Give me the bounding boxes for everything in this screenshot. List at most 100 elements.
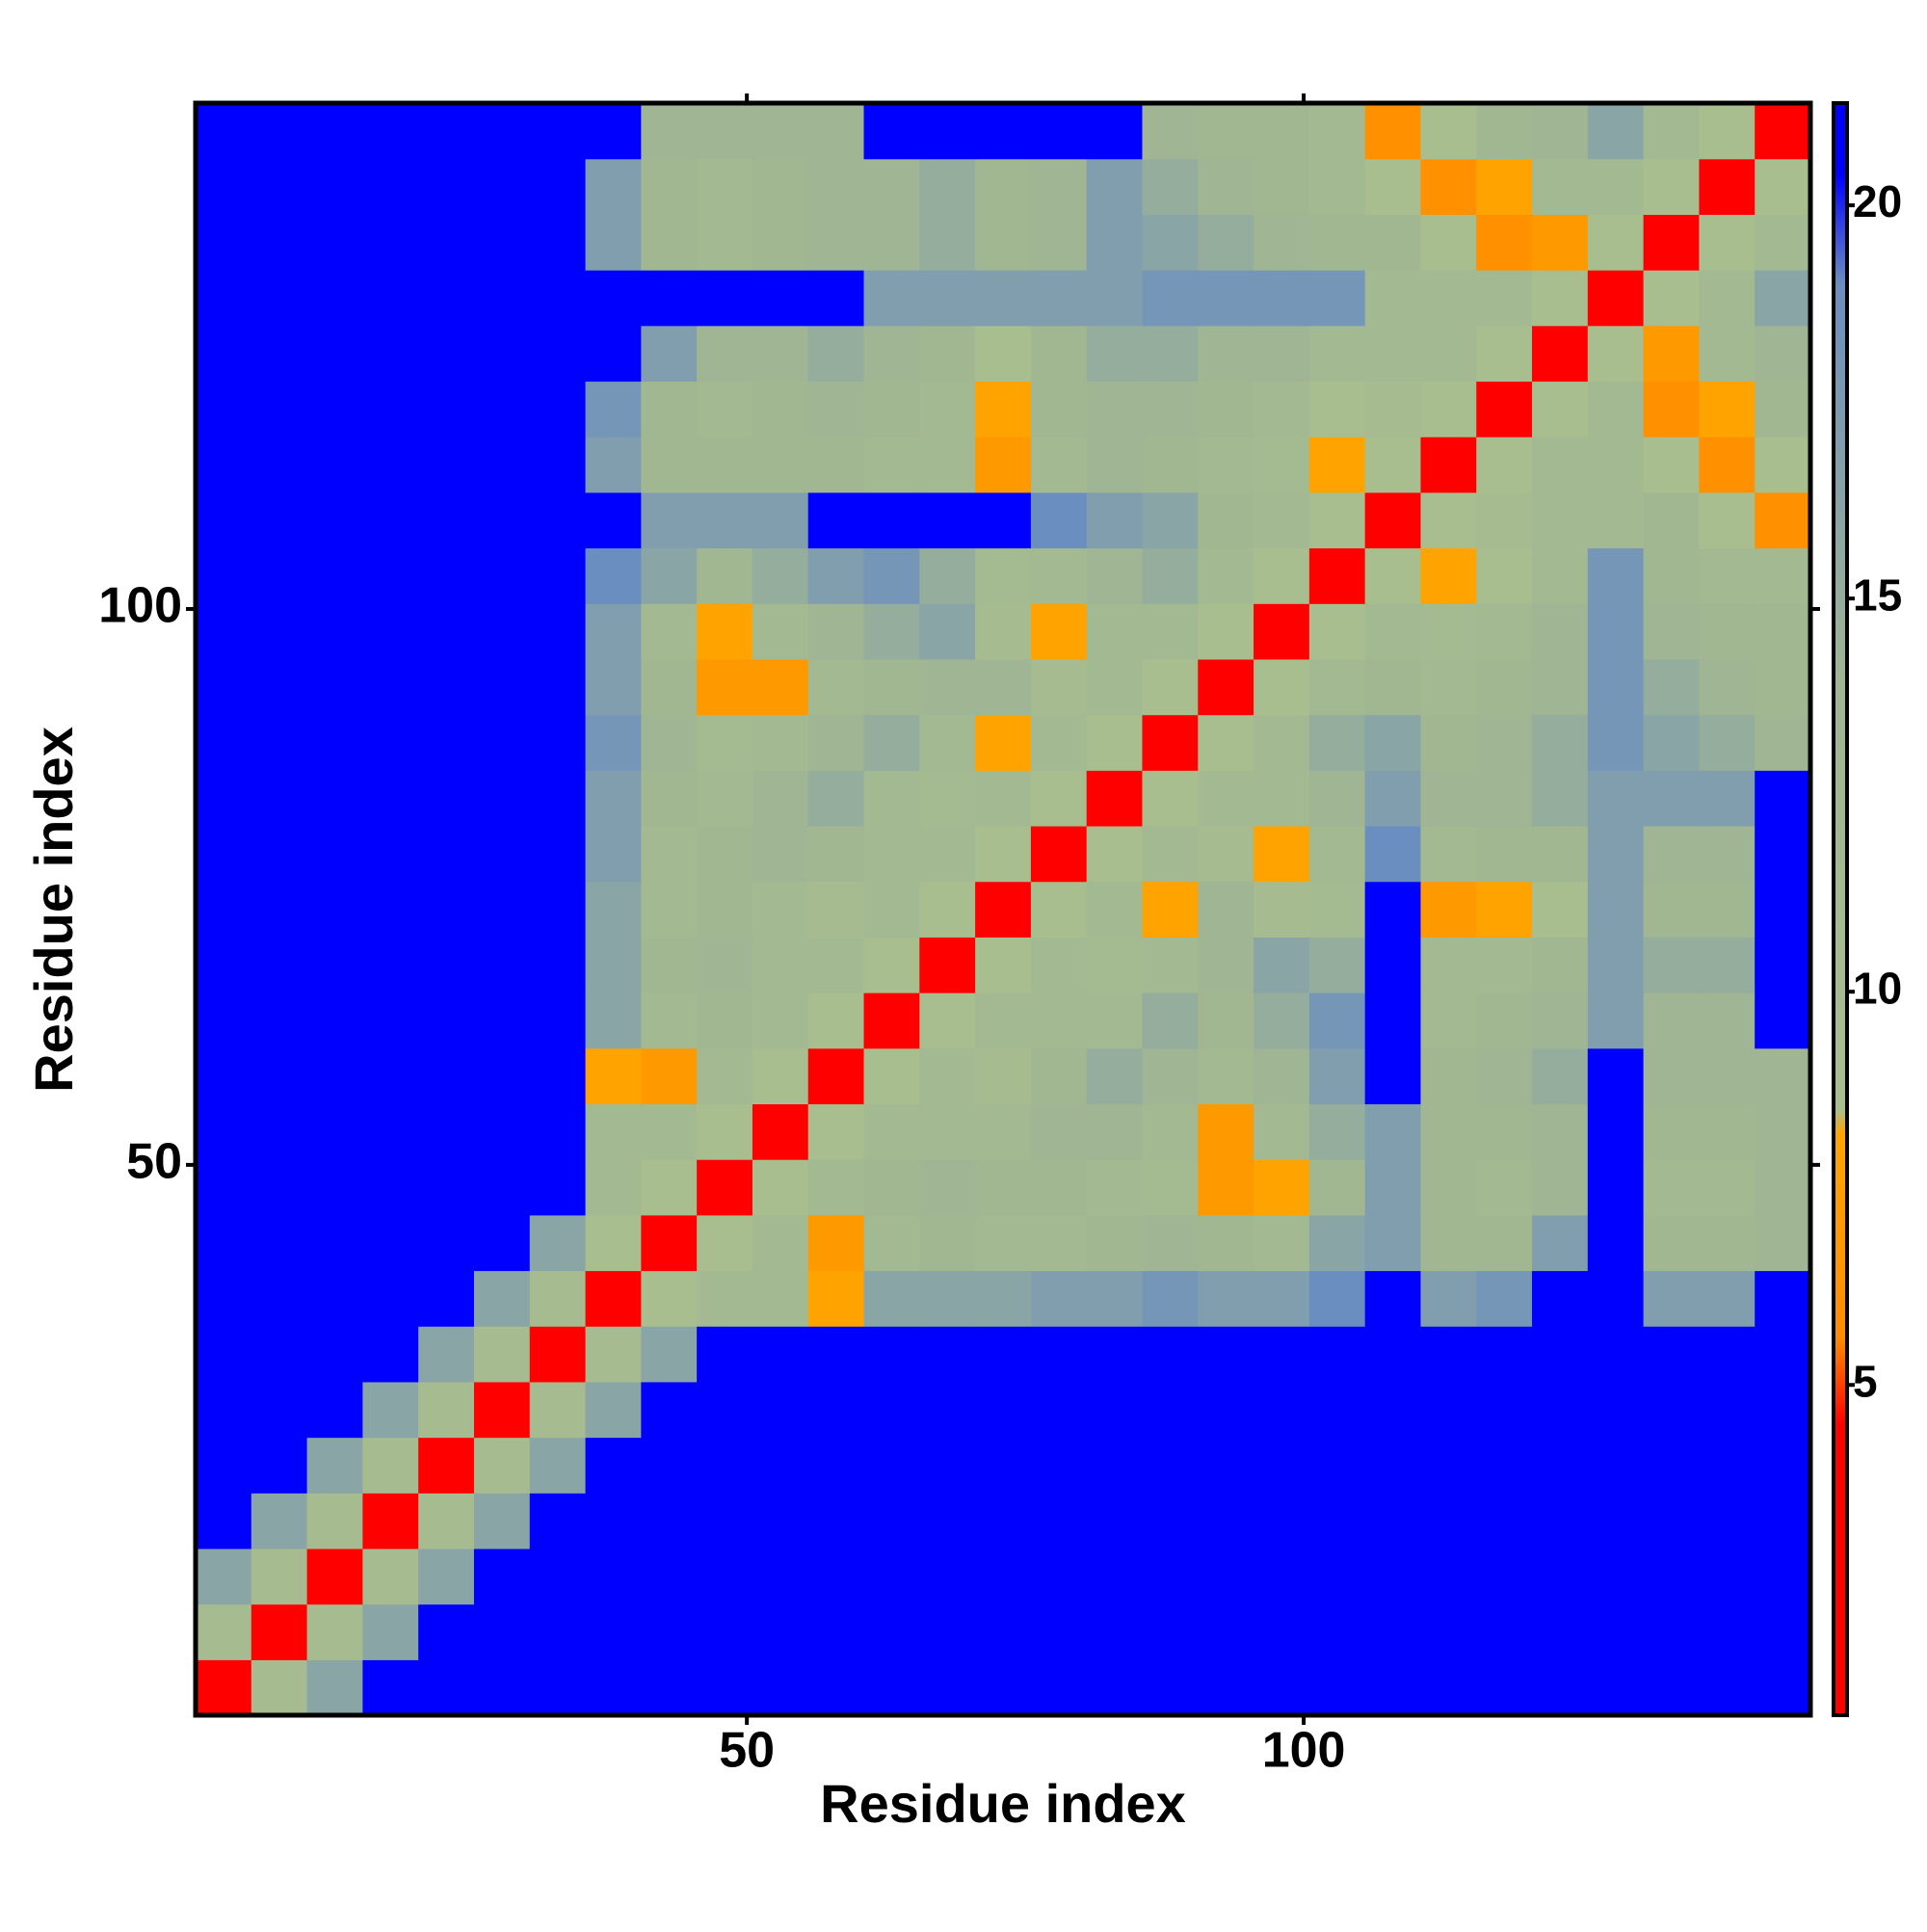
heatmap-cell: [585, 770, 642, 827]
heatmap-cell: [1420, 1659, 1477, 1716]
heatmap-cell: [919, 214, 976, 271]
heatmap-cell: [1030, 992, 1088, 1049]
heatmap-cell: [1198, 1659, 1254, 1716]
heatmap-cell: [473, 658, 531, 716]
heatmap-cell: [1086, 1493, 1144, 1549]
heatmap-cell: [196, 1047, 252, 1105]
heatmap-cell: [807, 603, 865, 660]
heatmap-cell: [362, 381, 419, 437]
heatmap-cell: [529, 603, 587, 660]
heatmap-cell: [1476, 658, 1533, 716]
heatmap-cell: [1086, 603, 1144, 660]
heatmap-cell: [1532, 1326, 1589, 1383]
heatmap-cell: [1476, 547, 1533, 604]
heatmap-cell: [1476, 103, 1533, 160]
heatmap-cell: [1643, 325, 1701, 383]
heatmap-cell: [1420, 1326, 1477, 1383]
heatmap-cell: [1198, 1603, 1254, 1660]
heatmap-cell: [1086, 992, 1144, 1049]
heatmap-cell: [362, 1047, 419, 1105]
heatmap-cell: [1476, 992, 1533, 1049]
heatmap-cell: [1587, 1159, 1645, 1216]
heatmap-cell: [529, 1659, 587, 1716]
heatmap-cell: [1420, 1270, 1477, 1327]
heatmap-cell: [473, 937, 531, 993]
heatmap-cell: [1643, 381, 1701, 437]
heatmap-cell: [1532, 937, 1589, 993]
heatmap-cell: [585, 214, 642, 271]
heatmap-cell: [418, 1437, 475, 1494]
heatmap-cell: [473, 825, 531, 883]
heatmap-cell: [975, 437, 1032, 493]
heatmap-cell: [1198, 158, 1254, 215]
heatmap-cell: [919, 1548, 976, 1605]
heatmap-cell: [1532, 547, 1589, 604]
heatmap-cell: [975, 1381, 1032, 1439]
heatmap-cell: [418, 1103, 475, 1160]
heatmap-cell: [1198, 437, 1254, 493]
heatmap-cell: [1142, 1270, 1199, 1327]
heatmap-cell: [196, 1381, 252, 1439]
heatmap-cell: [1532, 1214, 1589, 1272]
heatmap-cell: [251, 1603, 308, 1660]
heatmap-cell: [362, 1603, 419, 1660]
heatmap-cell: [1142, 1047, 1199, 1105]
heatmap-cell: [1699, 1159, 1755, 1216]
heatmap-cell: [641, 937, 698, 993]
heatmap-cell: [1755, 714, 1811, 771]
heatmap-cell: [975, 1659, 1032, 1716]
heatmap-cell: [919, 1381, 976, 1439]
heatmap-cell: [529, 937, 587, 993]
heatmap-cell: [697, 381, 753, 437]
heatmap-cell: [1643, 158, 1701, 215]
heatmap-cell: [1142, 881, 1199, 938]
heatmap-cell: [362, 158, 419, 215]
heatmap-cell: [641, 603, 698, 660]
heatmap-cell: [1699, 1548, 1755, 1605]
heatmap-cell: [251, 437, 308, 493]
heatmap-cell: [752, 325, 809, 383]
heatmap-cell: [1308, 103, 1366, 160]
heatmap-cell: [1086, 1270, 1144, 1327]
heatmap-cell: [1476, 1437, 1533, 1494]
heatmap-cell: [529, 1103, 587, 1160]
heatmap-cell: [1643, 1326, 1701, 1383]
heatmap-cell: [697, 658, 753, 716]
heatmap-cell: [1587, 1047, 1645, 1105]
heatmap-cell: [473, 1603, 531, 1660]
heatmap-cell: [251, 491, 308, 549]
plot-frame: [193, 100, 1813, 1718]
heatmap-cell: [585, 325, 642, 383]
heatmap-cell: [418, 881, 475, 938]
heatmap-cell: [1198, 603, 1254, 660]
heatmap-cell: [418, 1214, 475, 1272]
heatmap-cell: [529, 158, 587, 215]
heatmap-cell: [473, 881, 531, 938]
heatmap-cell: [1476, 437, 1533, 493]
heatmap-cell: [807, 992, 865, 1049]
heatmap-cell: [697, 881, 753, 938]
heatmap-cell: [1142, 825, 1199, 883]
heatmap-cell: [473, 1548, 531, 1605]
heatmap-cell: [1420, 1493, 1477, 1549]
heatmap-cell: [585, 1214, 642, 1272]
heatmap-cell: [1699, 1603, 1755, 1660]
heatmap-cell: [473, 214, 531, 271]
heatmap-cell: [752, 1548, 809, 1605]
heatmap-cell: [362, 270, 419, 327]
heatmap-cell: [1699, 1326, 1755, 1383]
heatmap-cell: [196, 270, 252, 327]
heatmap-cell: [306, 770, 363, 827]
heatmap-cell: [196, 1159, 252, 1216]
heatmap-cell: [196, 714, 252, 771]
heatmap-cell: [196, 770, 252, 827]
heatmap-cell: [529, 381, 587, 437]
heatmap-cell: [1198, 937, 1254, 993]
heatmap-cell: [752, 547, 809, 604]
heatmap-cell: [752, 437, 809, 493]
heatmap-cell: [863, 881, 920, 938]
heatmap-cell: [975, 381, 1032, 437]
heatmap-cell: [251, 1381, 308, 1439]
heatmap-cell: [473, 1381, 531, 1439]
heatmap-cell: [362, 437, 419, 493]
